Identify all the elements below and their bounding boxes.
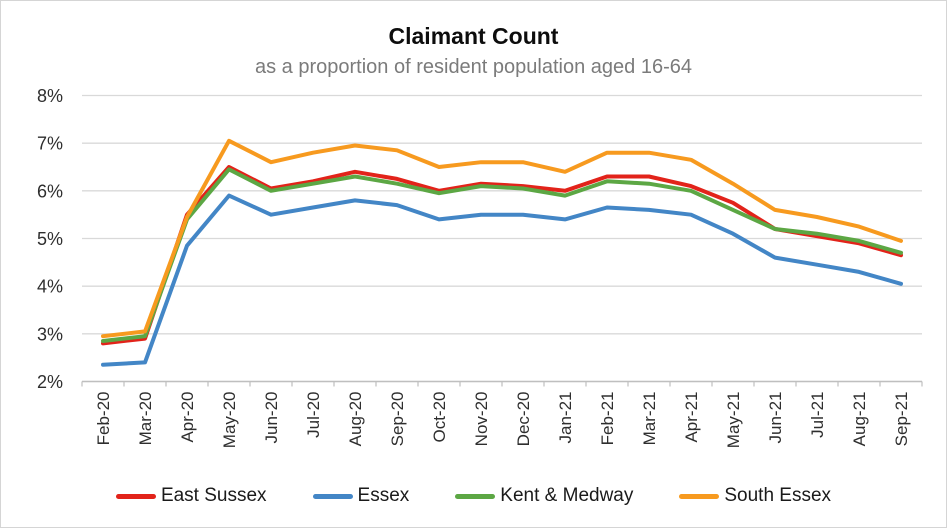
y-axis-label: 3% xyxy=(37,324,63,344)
series-line-kent-medway xyxy=(101,167,903,343)
x-axis-label: Apr-20 xyxy=(178,392,197,443)
legend-swatch-east-sussex xyxy=(115,493,156,499)
legend-swatch-south-essex xyxy=(679,493,720,499)
y-axis-label: 8% xyxy=(37,86,63,106)
x-axis-label: Mar-20 xyxy=(136,392,155,446)
x-axis-label: Feb-20 xyxy=(94,392,113,446)
legend-label-essex: Essex xyxy=(357,485,410,506)
chart-subtitle: as a proportion of resident population a… xyxy=(255,56,692,78)
x-axis-label: Feb-21 xyxy=(598,392,617,446)
legend-item-essex: Essex xyxy=(312,485,410,507)
x-axis-label: Jul-20 xyxy=(304,392,323,438)
legend-item-south-essex: South Essex xyxy=(679,485,831,507)
legend-item-kent-medway: Kent & Medway xyxy=(455,485,633,507)
series-line-south-essex xyxy=(101,138,903,339)
x-axis-label: Dec-20 xyxy=(514,392,533,447)
x-axis-label: May-20 xyxy=(220,392,239,449)
x-axis-label: Jun-21 xyxy=(766,392,785,444)
series-line-east-sussex xyxy=(101,165,903,346)
x-axis-label: Apr-21 xyxy=(682,392,701,443)
x-axis-label: Jan-21 xyxy=(556,392,575,444)
x-axis-label: Mar-21 xyxy=(640,392,659,446)
x-axis-label: Sep-20 xyxy=(388,392,407,447)
x-axis-label: Oct-20 xyxy=(430,392,449,443)
legend-label-kent-medway: Kent & Medway xyxy=(500,485,634,506)
y-axis-label: 7% xyxy=(37,134,63,154)
x-axis-label: May-21 xyxy=(724,392,743,449)
legend-swatch-kent-medway xyxy=(455,493,496,499)
legend-item-east-sussex: East Sussex xyxy=(115,485,267,507)
legend-swatch-essex xyxy=(312,493,353,499)
x-axis-label: Aug-20 xyxy=(346,392,365,447)
x-axis-label: Jul-21 xyxy=(808,392,827,438)
x-axis-label: Sep-21 xyxy=(892,392,911,447)
y-axis-label: 6% xyxy=(37,181,63,201)
y-axis-label: 5% xyxy=(37,229,63,249)
legend: East Sussex Essex Kent & Medway South Es… xyxy=(1,485,946,507)
x-axis-label: Jun-20 xyxy=(262,392,281,444)
x-axis-label: Aug-21 xyxy=(850,392,869,447)
series-line-essex xyxy=(101,193,903,367)
y-axis-label: 2% xyxy=(37,372,63,392)
y-axis-label: 4% xyxy=(37,277,63,297)
legend-label-east-sussex: East Sussex xyxy=(160,485,267,506)
chart-title: Claimant Count xyxy=(388,23,559,49)
legend-label-south-essex: South Essex xyxy=(724,485,832,506)
x-axis-label: Nov-20 xyxy=(472,392,491,447)
